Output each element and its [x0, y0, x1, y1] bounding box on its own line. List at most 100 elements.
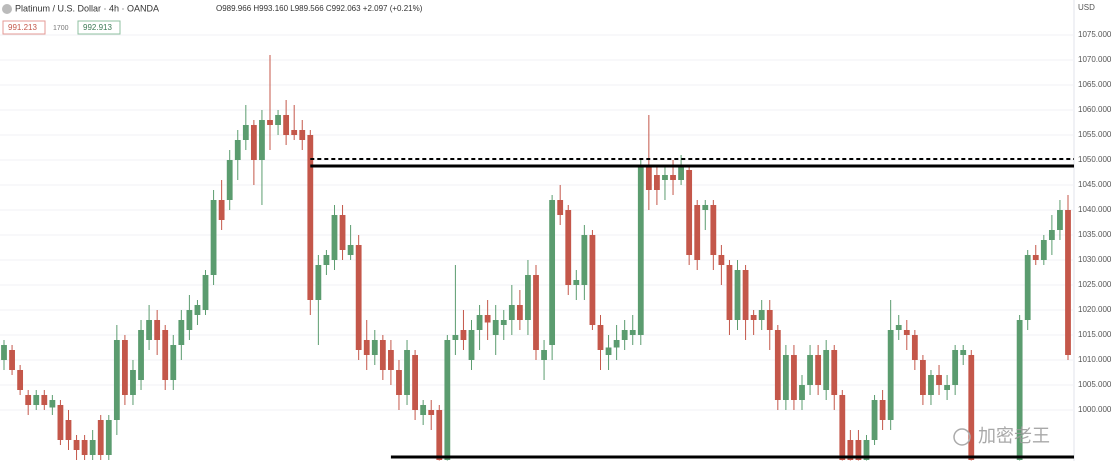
candle-body — [1016, 320, 1023, 460]
candle-body — [339, 215, 346, 250]
candle-body — [363, 340, 370, 355]
candle-body — [404, 350, 410, 395]
candle-body — [307, 135, 314, 300]
candle-body — [436, 410, 443, 460]
candle-body — [283, 115, 290, 135]
bid: 991.213 — [8, 23, 37, 32]
candle-body — [516, 305, 523, 320]
candle-body — [670, 175, 676, 180]
candle-body — [758, 310, 765, 320]
candle-body — [920, 360, 926, 395]
candle-body — [718, 255, 725, 265]
candle-body — [960, 350, 967, 355]
candle-body — [1040, 240, 1047, 260]
candle-body — [9, 350, 15, 370]
y-tick-label: 1040.000 — [1078, 205, 1112, 214]
candles — [1, 55, 1071, 461]
candle-body — [637, 165, 644, 335]
candle-body — [678, 165, 684, 180]
y-tick-label: 1025.000 — [1078, 280, 1112, 289]
candle-body — [444, 340, 451, 460]
y-tick-label: 1035.000 — [1078, 230, 1112, 239]
y-tick-label: 1030.000 — [1078, 255, 1112, 264]
chart-title: Platinum / U.S. Dollar · 4h · OANDA — [15, 3, 159, 13]
y-tick-label: 1000.000 — [1078, 405, 1112, 414]
candle-body — [275, 115, 281, 125]
candle-body — [863, 440, 870, 460]
horizontal-lines — [310, 158, 1074, 459]
candle-body — [492, 320, 499, 335]
candle-body — [33, 395, 40, 405]
candle-body — [936, 375, 942, 385]
candle-body — [508, 305, 515, 320]
currency: USD — [1078, 3, 1095, 12]
candle-body — [468, 330, 475, 360]
candle-body — [895, 325, 902, 330]
candle-body — [396, 370, 402, 395]
candle-body — [1065, 210, 1071, 355]
candle-body — [1, 345, 7, 360]
candle-body — [815, 355, 822, 385]
candle-body — [952, 350, 959, 385]
candle-body — [871, 400, 878, 440]
candle-body — [89, 440, 96, 455]
y-tick-label: 1060.000 — [1078, 105, 1112, 114]
candle-body — [525, 275, 531, 320]
candle-body — [581, 235, 588, 285]
candle-body — [1048, 230, 1055, 240]
candle-body — [686, 170, 693, 255]
y-tick-label: 1070.000 — [1078, 55, 1112, 64]
candle-body — [903, 330, 910, 335]
candle-body — [662, 175, 668, 180]
candle-body — [315, 265, 322, 300]
watermark: 加密老王 — [978, 426, 1050, 446]
candle-body — [944, 385, 950, 390]
candle-body — [226, 160, 233, 200]
candle-body — [41, 395, 48, 405]
candle-body — [267, 120, 273, 125]
candle-body — [855, 440, 862, 460]
candle-body — [412, 355, 418, 410]
candle-body — [694, 205, 701, 260]
candle-body — [460, 330, 467, 340]
candle-body — [710, 205, 717, 255]
candle-body — [146, 320, 152, 340]
candle-body — [589, 235, 596, 325]
candle-body — [57, 405, 64, 440]
candle-body — [605, 347, 612, 355]
candle-body — [476, 315, 483, 330]
candle-body — [702, 205, 709, 210]
candle-body — [549, 200, 556, 345]
candle-body — [533, 275, 539, 350]
y-tick-label: 1005.000 — [1078, 380, 1112, 389]
candle-body — [823, 350, 830, 390]
candle-body — [839, 395, 846, 460]
y-tick-label: 1075.000 — [1078, 30, 1112, 39]
y-tick-label: 1065.000 — [1078, 80, 1112, 89]
candle-body — [202, 275, 209, 310]
candle-body — [355, 245, 362, 350]
candle-body — [573, 280, 580, 285]
candle-body — [1024, 255, 1031, 320]
candle-body — [654, 175, 660, 190]
candle-body — [766, 310, 773, 330]
candle-body — [347, 245, 354, 255]
candle-body — [259, 120, 265, 160]
candle-body — [105, 420, 112, 455]
candle-body — [130, 370, 136, 395]
candle-body — [452, 335, 459, 340]
candle-body — [97, 420, 104, 455]
candle-body — [218, 200, 225, 220]
candle-body — [299, 130, 306, 140]
candle-body — [194, 305, 201, 315]
candle-body — [234, 140, 241, 160]
candle-body — [25, 395, 32, 405]
y-tick-label: 1050.000 — [1078, 155, 1112, 164]
candle-body — [734, 270, 741, 320]
candle-body — [887, 330, 894, 420]
watermark-icon — [953, 428, 971, 446]
candle-body — [597, 325, 604, 350]
candle-body — [331, 215, 338, 260]
